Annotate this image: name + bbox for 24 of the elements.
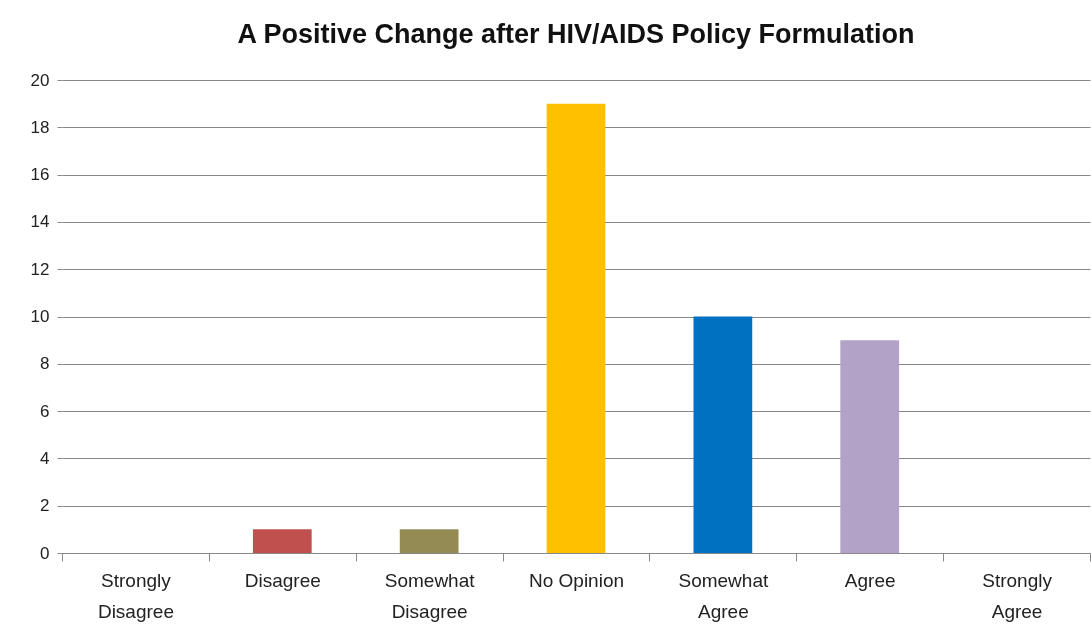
y-tick-label: 4 [40, 448, 50, 468]
y-tick-label: 8 [40, 354, 50, 374]
y-tick-label: 14 [30, 212, 50, 232]
x-tick-label: Disagree [244, 569, 321, 591]
y-tick-label: 6 [40, 401, 50, 421]
y-tick-label: 10 [30, 307, 50, 326]
bar [693, 316, 753, 553]
bar [546, 103, 606, 553]
bar [252, 529, 312, 553]
y-tick-label: 2 [40, 496, 50, 516]
x-tick-label: No Opinion [528, 569, 625, 591]
y-tick-label: 12 [30, 259, 50, 279]
y-tick-label: 16 [30, 165, 50, 185]
y-tick-label: 0 [40, 543, 50, 563]
bar [399, 529, 459, 553]
x-tick-label: Somewhat Agree [678, 569, 769, 622]
x-tick-label: Agree [844, 569, 896, 591]
bar [840, 340, 900, 553]
y-tick-label: 18 [30, 117, 50, 137]
x-tick-label: Strongly Agree [982, 569, 1053, 622]
x-tick-label: Somewhat Disagree [384, 569, 476, 622]
x-tick-label: Strongly Disagree [97, 569, 174, 622]
y-tick-label: 20 [30, 70, 50, 90]
chart-title: A Positive Change after HIV/AIDS Policy Formulation [237, 19, 915, 49]
